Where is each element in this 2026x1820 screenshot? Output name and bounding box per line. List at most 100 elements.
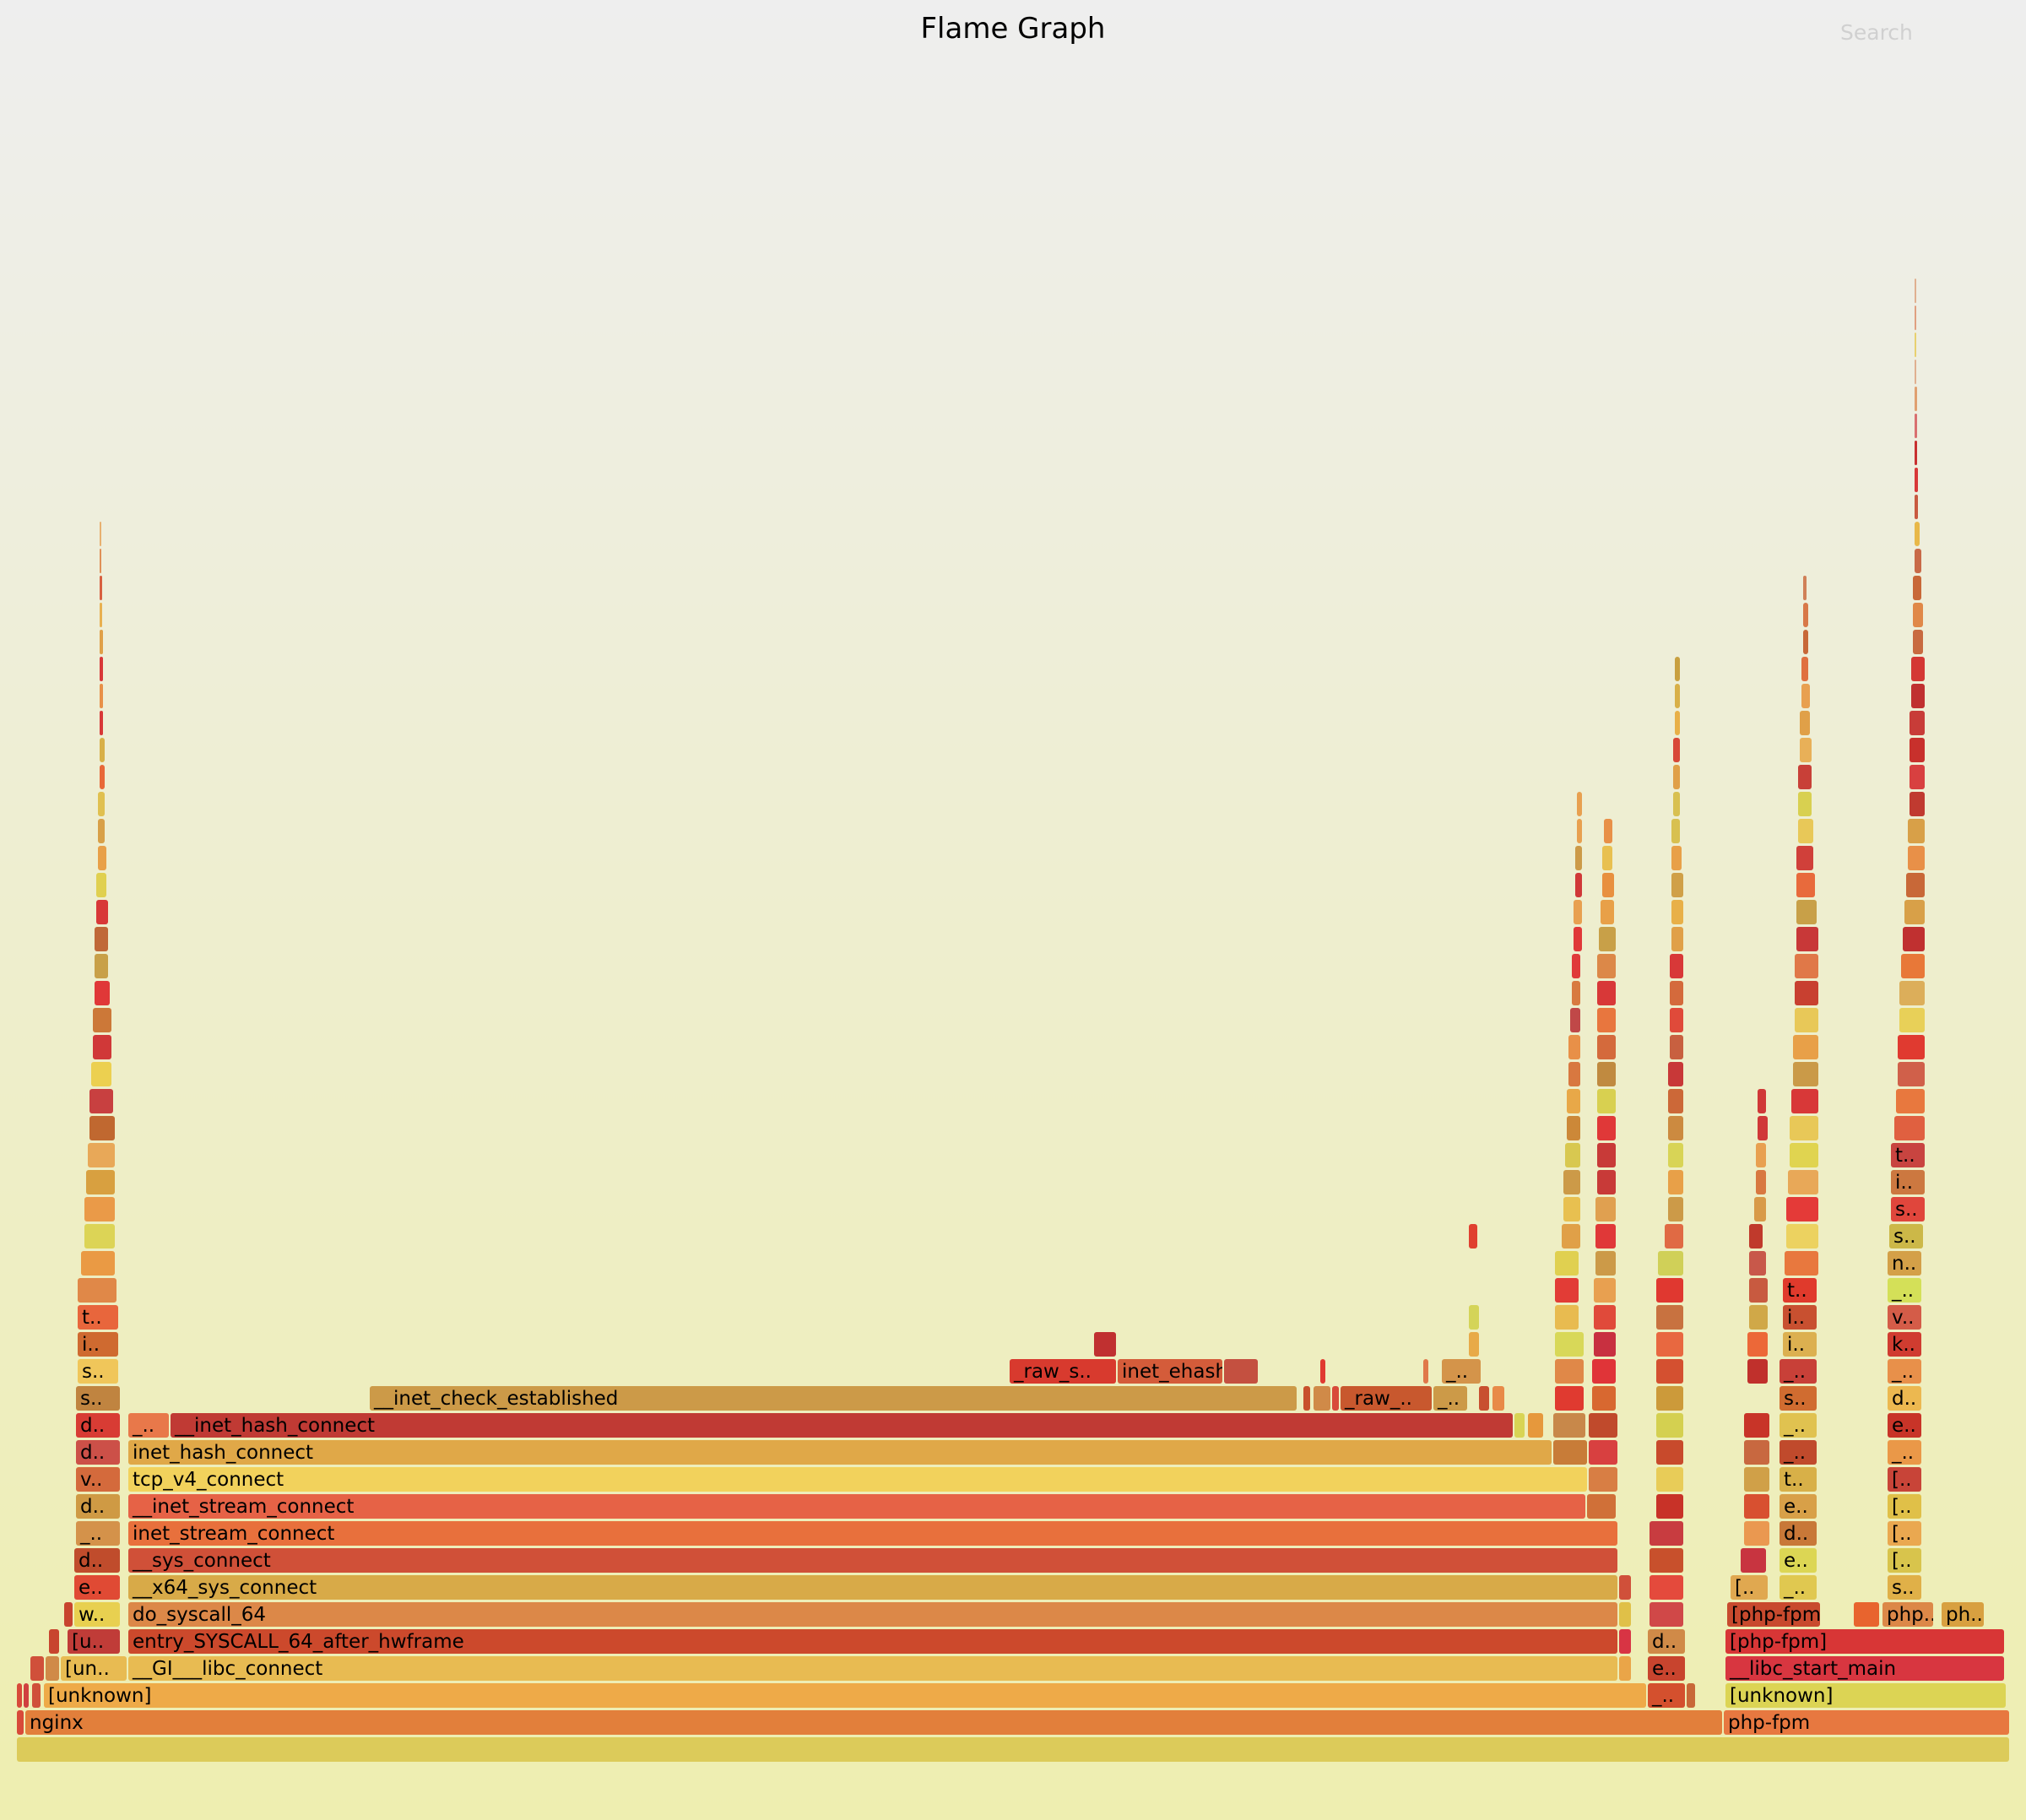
flame-frame[interactable] [1915,522,1920,546]
flame-frame[interactable] [24,1683,29,1708]
flame-frame[interactable] [1514,1413,1525,1438]
flame-frame[interactable] [1303,1386,1310,1411]
flame-frame[interactable] [1568,1062,1580,1086]
flame-frame[interactable] [1798,819,1813,843]
flame-frame[interactable] [1911,684,1925,708]
flame-frame[interactable]: i.. [1783,1332,1817,1357]
flame-frame[interactable]: nginx [25,1710,1722,1735]
flame-frame[interactable]: [unknown] [44,1683,1646,1708]
search-button[interactable]: Search [1840,20,1913,45]
flame-frame[interactable] [1801,684,1810,708]
flame-frame[interactable] [1568,1035,1580,1059]
flame-frame[interactable] [1796,900,1817,924]
flame-frame[interactable] [1911,657,1925,681]
flame-frame[interactable] [100,657,103,681]
flame-frame[interactable] [100,576,102,600]
flame-frame[interactable] [1656,1386,1683,1411]
flame-frame[interactable]: s.. [1888,1575,1921,1600]
flame-frame[interactable] [30,1656,44,1681]
flame-frame[interactable] [1469,1224,1477,1249]
flame-frame[interactable] [1786,1224,1818,1249]
flame-frame[interactable] [1597,1035,1616,1059]
flame-frame[interactable] [1801,657,1808,681]
flame-frame[interactable] [1479,1386,1489,1411]
flame-frame[interactable] [1555,1278,1579,1303]
flame-frame[interactable] [1670,1035,1683,1059]
flame-frame[interactable] [1650,1602,1683,1627]
flame-frame[interactable]: t.. [78,1305,118,1330]
flame-frame[interactable] [1798,765,1812,789]
flame-frame[interactable]: _raw_s.. [1010,1359,1116,1384]
flame-frame[interactable] [1601,900,1614,924]
flame-frame[interactable]: _.. [1780,1413,1817,1438]
flame-frame[interactable] [1563,1197,1580,1221]
flame-frame[interactable] [1658,1251,1683,1276]
flame-frame[interactable] [1562,1224,1580,1249]
flame-frame[interactable] [1555,1332,1584,1357]
flame-frame[interactable] [1744,1521,1769,1546]
flame-frame[interactable]: php-fpm [1724,1710,2009,1735]
flame-frame[interactable] [1469,1305,1479,1330]
flame-frame[interactable]: e.. [1780,1548,1817,1573]
flame-frame[interactable]: e.. [1780,1494,1817,1519]
flame-frame[interactable] [1915,279,1916,303]
flame-frame[interactable]: __inet_stream_connect [128,1494,1585,1519]
flame-frame[interactable] [1800,738,1812,762]
flame-frame[interactable] [1656,1413,1683,1438]
flame-frame[interactable]: w.. [74,1602,120,1627]
flame-frame[interactable] [1796,873,1815,897]
flame-frame[interactable] [96,873,106,897]
flame-frame[interactable] [84,1224,115,1249]
flame-frame[interactable] [95,927,108,951]
flame-frame[interactable] [1619,1629,1631,1654]
flame-root-frame[interactable] [17,1737,2009,1762]
flame-frame[interactable] [100,738,105,762]
flame-frame[interactable] [100,765,105,789]
flame-frame[interactable] [89,1089,113,1113]
flame-frame[interactable] [93,1035,111,1059]
flame-frame[interactable] [1572,954,1580,978]
flame-frame[interactable] [1803,630,1808,654]
flame-frame[interactable] [1803,576,1807,600]
flame-frame[interactable] [1756,1143,1766,1167]
flame-frame[interactable]: _.. [1888,1440,1921,1465]
flame-frame[interactable]: _.. [1442,1359,1481,1384]
flame-frame[interactable] [1555,1251,1579,1276]
flame-frame[interactable]: [.. [1888,1467,1921,1492]
flame-frame[interactable]: [.. [1888,1521,1921,1546]
flame-frame[interactable] [1898,1035,1925,1059]
flame-frame[interactable]: t.. [1891,1143,1925,1167]
flame-frame[interactable]: [u.. [68,1629,120,1654]
flame-frame[interactable] [1492,1386,1504,1411]
flame-frame[interactable]: __sys_connect [128,1548,1617,1573]
flame-frame[interactable] [1795,981,1818,1005]
flame-frame[interactable] [1592,1386,1616,1411]
flame-frame[interactable] [1553,1440,1587,1465]
flame-frame[interactable]: _.. [1888,1278,1921,1303]
flame-frame[interactable] [1796,927,1818,951]
flame-frame[interactable] [1668,1170,1683,1194]
flame-frame[interactable] [1910,765,1925,789]
flame-frame[interactable]: e.. [1648,1656,1685,1681]
flame-frame[interactable]: e.. [1888,1413,1921,1438]
flame-frame[interactable] [1913,630,1923,654]
flame-frame[interactable]: d.. [76,1413,120,1438]
flame-frame[interactable] [1619,1656,1631,1681]
flame-frame[interactable] [1788,1170,1818,1194]
flame-frame[interactable] [1656,1440,1683,1465]
flame-frame[interactable] [1332,1386,1339,1411]
flame-frame[interactable]: s.. [1780,1386,1817,1411]
flame-frame[interactable]: _.. [76,1521,120,1546]
flame-frame[interactable] [1910,711,1925,735]
flame-frame[interactable] [1747,1332,1768,1357]
flame-frame[interactable] [1741,1548,1766,1573]
flame-frame[interactable] [1673,765,1680,789]
flame-frame[interactable] [1594,1332,1616,1357]
flame-frame[interactable] [1594,1305,1616,1330]
flame-frame[interactable] [1894,1116,1925,1140]
flame-frame[interactable]: __inet_hash_connect [171,1413,1513,1438]
flame-frame[interactable] [1563,1170,1580,1194]
flame-frame[interactable] [1910,792,1925,816]
flame-frame[interactable] [1673,738,1680,762]
flame-frame[interactable] [100,603,102,627]
